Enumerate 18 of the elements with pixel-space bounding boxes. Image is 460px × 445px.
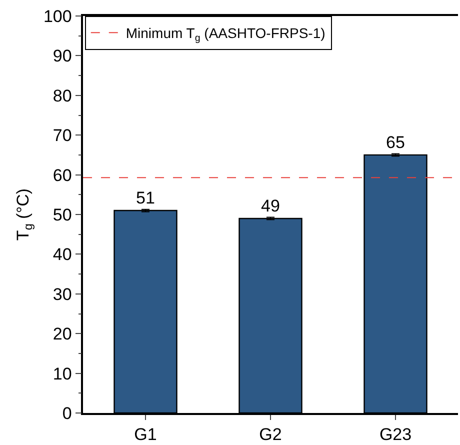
y-tick-label: 50 [52,205,72,224]
data-label: 51 [136,188,155,208]
y-tick-label: 100 [43,6,72,26]
y-tick-label: 70 [52,126,72,146]
x-tick-label: G1 [134,425,157,444]
y-tick-label: 80 [52,86,72,106]
y-tick-label: 60 [52,166,72,185]
y-tick-label: 90 [52,46,72,66]
y-tick-label: 20 [52,324,72,344]
x-tick-label: G2 [259,425,282,444]
y-tick-label: 10 [52,364,72,384]
legend-label: Minimum T$_{g}$ (AASHTO-FRPS-1) [126,25,326,44]
y-tick-label: 40 [52,245,72,264]
data-label: 65 [386,132,405,152]
y-tick-label: 30 [52,284,72,304]
y-tick-label: 0 [62,404,72,423]
x-tick-label: G23 [379,425,412,444]
data-label: 49 [261,196,280,216]
